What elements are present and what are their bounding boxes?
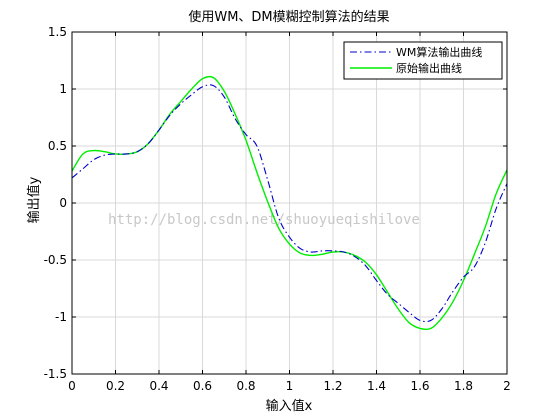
x-tick-label: 0.8 xyxy=(236,379,255,393)
x-tick-label: 1.2 xyxy=(323,379,342,393)
x-tick-labels: 0 0.2 0.4 0.6 0.8 1 1.2 1.4 1.6 1.8 2 xyxy=(68,379,511,393)
y-tick-label: -0.5 xyxy=(44,253,67,267)
series-line-wm xyxy=(71,84,508,323)
x-tick-label: 1.8 xyxy=(454,379,473,393)
axis-ticks xyxy=(71,31,508,375)
y-tick-label: -1.5 xyxy=(44,367,67,381)
y-tick-label: 0 xyxy=(59,196,67,210)
y-tick-label: -1 xyxy=(55,310,67,324)
y-tick-label: 1.5 xyxy=(48,25,67,39)
x-tick-label: 2 xyxy=(503,379,511,393)
legend: WM算法输出曲线 原始输出曲线 xyxy=(343,41,503,80)
legend-box xyxy=(343,41,503,80)
chart-title: 使用WM、DM模糊控制算法的结果 xyxy=(188,9,389,25)
x-tick-label: 0.6 xyxy=(193,379,212,393)
legend-label-wm: WM算法输出曲线 xyxy=(396,45,482,59)
y-tick-label: 1 xyxy=(59,82,67,96)
x-tick-label: 0.4 xyxy=(149,379,168,393)
x-tick-label: 1.6 xyxy=(410,379,429,393)
watermark-text: http://blog.csdn.net/shuoyueqishilove xyxy=(108,212,420,228)
y-tick-label: 0.5 xyxy=(48,139,67,153)
x-tick-label: 1.4 xyxy=(367,379,386,393)
y-axis-label: 输出值y xyxy=(26,176,42,223)
x-axis-label: 输入值x xyxy=(266,398,313,414)
x-tick-label: 1 xyxy=(286,379,294,393)
x-tick-label: 0 xyxy=(68,379,76,393)
series-layer xyxy=(71,75,508,331)
x-tick-label: 0.2 xyxy=(106,379,125,393)
legend-label-original: 原始输出曲线 xyxy=(396,61,462,75)
y-tick-labels: 1.5 1 0.5 0 -0.5 -1 -1.5 xyxy=(44,25,67,381)
